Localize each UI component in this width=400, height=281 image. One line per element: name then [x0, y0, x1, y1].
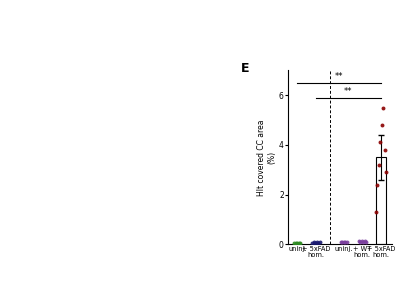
Point: [315, 241, 321, 245]
Point: [339, 240, 346, 244]
Point: [374, 182, 380, 187]
Point: [312, 241, 318, 245]
Text: **: **: [335, 72, 343, 81]
Point: [316, 240, 323, 245]
Y-axis label: Hlt covered CC area
(%): Hlt covered CC area (%): [257, 119, 276, 196]
Point: [291, 241, 298, 246]
Point: [360, 239, 366, 244]
Point: [376, 163, 382, 167]
Point: [363, 239, 369, 244]
Point: [340, 240, 347, 244]
Point: [310, 240, 317, 245]
Point: [358, 239, 365, 244]
Point: [381, 148, 388, 152]
Point: [309, 241, 315, 245]
Point: [314, 240, 320, 245]
Point: [344, 240, 350, 244]
Point: [338, 240, 344, 244]
Point: [342, 240, 348, 244]
Point: [296, 241, 302, 246]
Point: [355, 239, 362, 244]
Point: [372, 210, 379, 214]
Point: [297, 241, 304, 246]
Text: **: **: [344, 87, 353, 96]
Bar: [376, 157, 386, 244]
Point: [380, 105, 386, 110]
Point: [378, 123, 385, 127]
Text: E: E: [241, 62, 250, 74]
Point: [361, 239, 368, 244]
Point: [357, 239, 363, 244]
Point: [377, 140, 383, 145]
Point: [383, 170, 389, 175]
Point: [294, 241, 300, 246]
Point: [293, 241, 299, 246]
